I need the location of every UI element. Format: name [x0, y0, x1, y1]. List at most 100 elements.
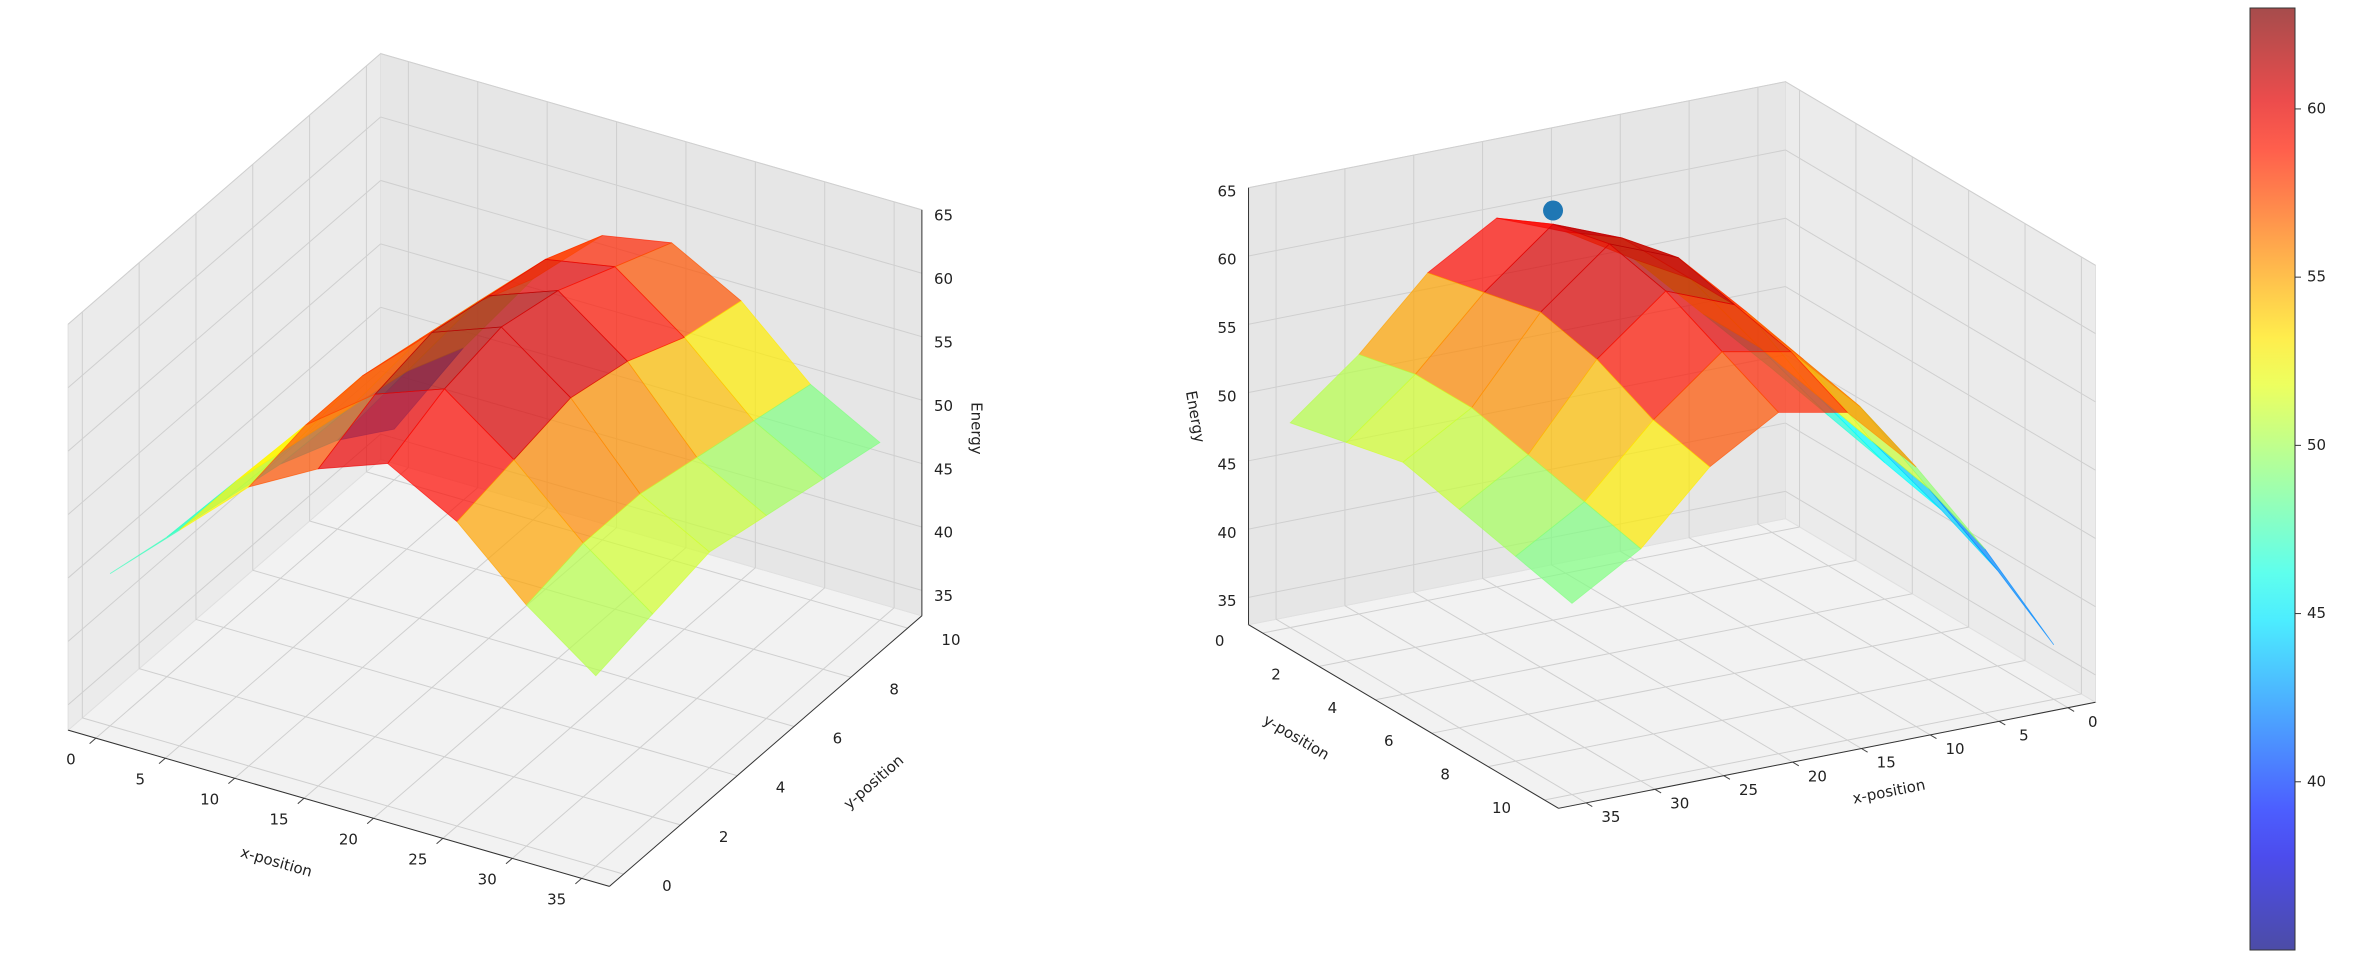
grid-line — [1482, 578, 1793, 763]
grid-line — [442, 567, 756, 839]
z-tick-label: 35 — [1218, 592, 1237, 610]
grid-line — [1785, 217, 2096, 403]
axis-line — [1558, 701, 2096, 809]
axis-line — [609, 615, 923, 887]
grid-line — [1248, 149, 1786, 257]
grid-line — [1375, 593, 1913, 701]
x-tick-label: 25 — [1739, 781, 1758, 799]
grid-line — [252, 569, 795, 727]
x-tick-label: 20 — [1808, 767, 1827, 785]
z-tick-label: 50 — [934, 397, 953, 415]
z-tick-label: 45 — [1218, 456, 1237, 474]
colorbar — [2249, 7, 2296, 951]
x-tick-label: 30 — [478, 871, 497, 889]
colorbar-tick-label: 45 — [2307, 604, 2326, 622]
axis-line — [1248, 624, 1559, 809]
y-tick-label: 6 — [833, 729, 843, 747]
x-tick — [366, 817, 374, 825]
x-tick-label: 25 — [408, 850, 427, 868]
x-tick-label: 15 — [270, 810, 289, 828]
z-axis-label: Energy — [968, 402, 986, 455]
x-axis-label: x-position — [238, 843, 314, 881]
colorbar-tick-label: 40 — [2307, 772, 2326, 790]
x-tick — [505, 857, 513, 865]
z-tick-label: 65 — [1218, 182, 1237, 200]
y-tick-label: 0 — [662, 877, 672, 895]
y-tick-label: 0 — [1215, 632, 1225, 650]
y-tick-label: 6 — [1384, 732, 1394, 750]
z-tick-label: 55 — [1218, 319, 1237, 337]
subplot: 0 5 10 15 20 25 30 35 0 2 4 6 8 10 35 40 45 50 55 60 65 x-pos… — [1182, 80, 2098, 826]
grid-line — [1785, 354, 2096, 539]
x-tick — [1654, 788, 1662, 794]
grid-line — [1620, 550, 1931, 736]
x-tick-label: 10 — [1946, 740, 1965, 758]
grid-line — [1785, 422, 2096, 608]
x-tick-label: 0 — [2088, 713, 2098, 731]
z-tick-label: 65 — [934, 207, 953, 225]
marker-point — [1543, 200, 1564, 221]
grid-line — [67, 306, 381, 579]
x-tick — [1723, 775, 1731, 780]
grid-line — [1785, 490, 2096, 676]
grid-line — [380, 116, 923, 274]
y-tick-label: 10 — [941, 631, 960, 649]
x-tick-label: 35 — [1601, 808, 1620, 826]
y-tick-label: 2 — [719, 828, 729, 846]
x-tick — [1930, 734, 1937, 740]
axis-line — [67, 729, 610, 887]
z-tick-label: 55 — [934, 333, 953, 351]
z-axis-label: Energy — [1182, 389, 1209, 444]
grid-line — [1344, 605, 1656, 790]
grid-line — [1248, 81, 1786, 189]
z-tick-label: 35 — [934, 587, 953, 605]
grid-line — [195, 618, 738, 777]
grid-line — [1688, 537, 2000, 722]
x-tick-label: 5 — [135, 770, 145, 788]
grid-line — [1487, 660, 2026, 768]
grid-line — [1551, 564, 1862, 749]
grid-line — [1544, 693, 2082, 801]
x-axis-label: x-position — [1851, 776, 1927, 808]
z-tick-label: 40 — [1218, 524, 1237, 542]
y-tick-label: 8 — [1440, 766, 1450, 784]
grid-line — [82, 717, 624, 875]
y-tick-label: 10 — [1492, 799, 1511, 817]
z-tick-label: 45 — [934, 460, 953, 478]
x-tick-label: 15 — [1877, 754, 1896, 772]
z-tick-label: 60 — [934, 270, 953, 288]
x-tick — [2067, 707, 2075, 712]
x-tick-label: 10 — [200, 790, 219, 808]
surface-face — [525, 542, 654, 677]
x-tick — [297, 797, 305, 805]
y-tick-label: 4 — [776, 779, 786, 797]
x-tick — [436, 837, 444, 845]
colorbar-tick-label: 50 — [2307, 436, 2326, 454]
grid-line — [1785, 149, 2096, 335]
x-tick — [228, 777, 235, 785]
x-tick — [158, 757, 166, 765]
grid-line — [67, 116, 381, 389]
colorbar-tick-label: 60 — [2307, 99, 2326, 117]
x-tick-label: 5 — [2019, 727, 2029, 745]
y-tick-label: 2 — [1271, 665, 1281, 683]
colorbar-tick-label: 55 — [2307, 268, 2326, 286]
grid-line — [67, 243, 381, 515]
x-tick-label: 0 — [66, 750, 76, 768]
grid-line — [1431, 626, 1969, 734]
grid-line — [1318, 559, 1857, 667]
grid-line — [1785, 286, 2096, 471]
x-tick — [575, 878, 582, 885]
x-tick — [1585, 802, 1593, 807]
x-tick-label: 35 — [547, 891, 566, 909]
surface-face — [1514, 501, 1642, 604]
grid-line — [67, 53, 381, 325]
y-tick-label: 8 — [889, 680, 899, 698]
grid-line — [511, 587, 826, 859]
x-tick-label: 20 — [339, 830, 358, 848]
x-tick — [1792, 761, 1800, 767]
grid-line — [1262, 526, 1800, 634]
x-tick — [1861, 748, 1868, 753]
y-axis-label: y-position — [840, 751, 907, 813]
